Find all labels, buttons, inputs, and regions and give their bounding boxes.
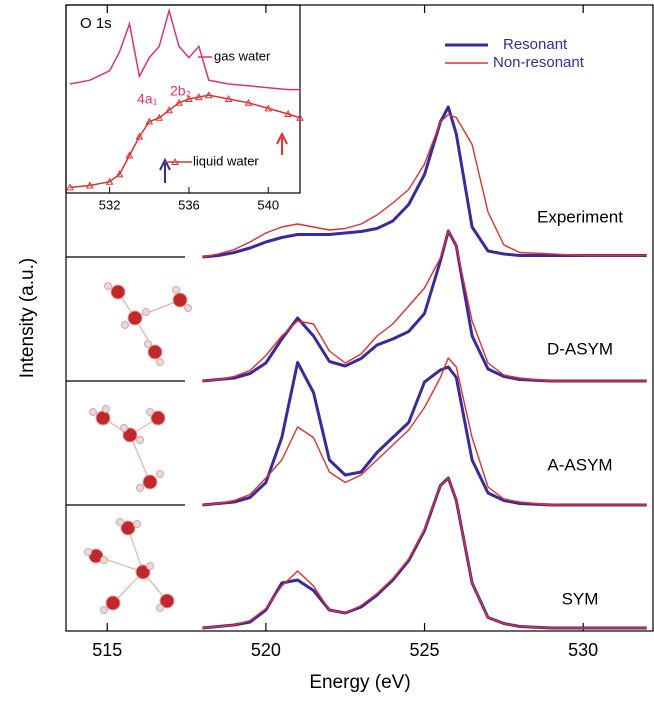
spectrum-line <box>202 113 647 258</box>
triangle-marker <box>115 170 124 178</box>
arrow <box>159 157 171 183</box>
inset-line <box>69 94 301 189</box>
inset-frame <box>65 4 301 194</box>
legend-label: Non-resonant <box>493 54 585 71</box>
inset-line <box>69 7 300 91</box>
x-tick-label: 520 <box>251 640 281 660</box>
legend-label: liquid water <box>193 153 259 168</box>
triangle-marker <box>185 94 193 102</box>
panel-label: A-ASYM <box>547 455 612 474</box>
triangle-marker <box>224 94 233 102</box>
x-tick-label: 515 <box>92 640 122 660</box>
legend-label: gas water <box>214 48 271 63</box>
triangle-marker <box>145 117 154 125</box>
x-tick-label: 536 <box>178 197 200 212</box>
plot-frame <box>65 4 654 632</box>
spectrum-line <box>202 361 647 507</box>
panel-label: Experiment <box>537 207 623 226</box>
spectrum-line <box>202 477 647 629</box>
legend-marker <box>171 157 179 165</box>
triangle-marker <box>284 109 292 118</box>
legend-label: Resonant <box>503 36 568 53</box>
spectrum-line <box>202 105 647 259</box>
panel-label: SYM <box>562 589 599 608</box>
molecule-d-asym <box>104 282 192 366</box>
x-tick-label: 530 <box>568 640 598 660</box>
triangle-marker <box>175 98 183 106</box>
triangle-marker <box>85 181 94 189</box>
panel-label: D-ASYM <box>547 339 613 358</box>
triangle-marker <box>135 132 144 140</box>
x-tick-label: 532 <box>99 197 121 212</box>
y-axis-label: Intensity (a.u.) <box>17 258 38 378</box>
molecule-a-asym <box>89 405 166 492</box>
triangle-marker <box>165 106 173 114</box>
triangle-marker <box>195 93 203 101</box>
triangle-marker <box>264 104 273 112</box>
arrow <box>276 131 288 155</box>
x-tick-label: 525 <box>410 640 440 660</box>
triangle-marker <box>296 113 304 121</box>
x-axis-label: Energy (eV) <box>309 672 410 693</box>
molecule-sym <box>84 518 175 614</box>
triangle-marker <box>244 98 253 106</box>
triangle-marker <box>105 177 114 185</box>
peak-annotation: 4a₁ <box>137 91 158 107</box>
inset-title: O 1s <box>80 15 112 32</box>
spectrum-line <box>202 357 647 506</box>
triangle-marker <box>125 151 134 159</box>
spectrum-line <box>202 230 647 382</box>
triangle-marker <box>204 91 213 99</box>
peak-annotation: 2b₂ <box>170 83 191 99</box>
x-tick-label: 540 <box>257 197 279 212</box>
spectrum-line <box>202 229 647 383</box>
triangle-marker <box>155 113 164 121</box>
triangle-marker <box>66 183 74 191</box>
